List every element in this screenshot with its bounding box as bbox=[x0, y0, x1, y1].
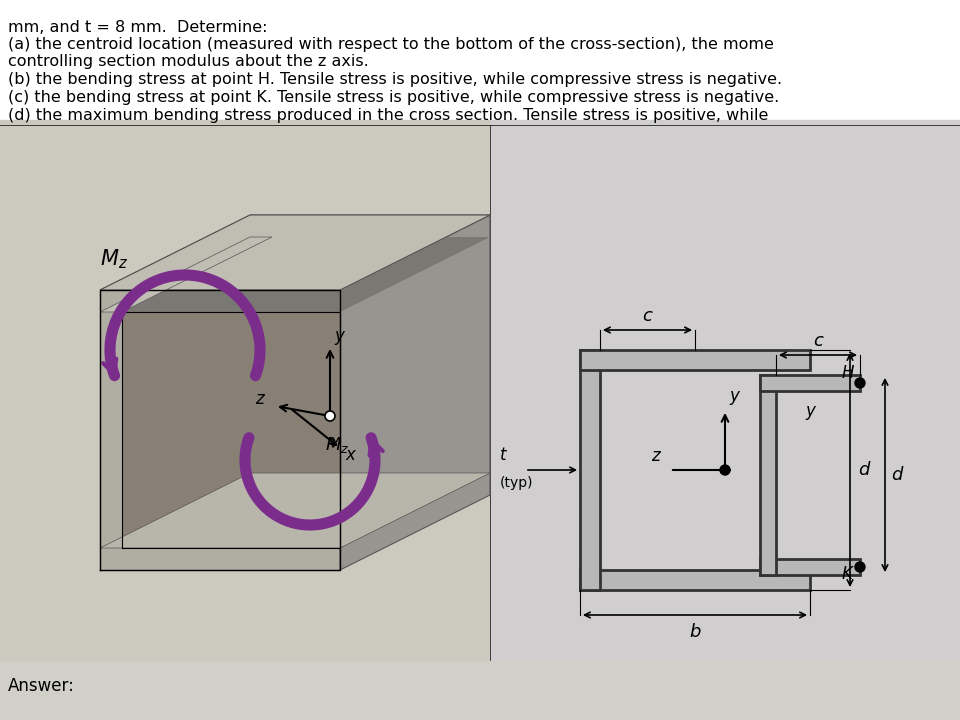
Polygon shape bbox=[100, 215, 490, 290]
Text: x: x bbox=[345, 446, 355, 464]
Text: y: y bbox=[729, 387, 739, 405]
Text: t: t bbox=[500, 446, 507, 464]
Bar bbox=[0, 0, 960, 140]
Text: $M_z$: $M_z$ bbox=[100, 247, 128, 271]
Text: c: c bbox=[642, 307, 652, 325]
Text: (typ): (typ) bbox=[500, 476, 534, 490]
Text: controlling section modulus about the z axis.: controlling section modulus about the z … bbox=[8, 54, 369, 69]
Text: Answer:: Answer: bbox=[8, 677, 75, 695]
Polygon shape bbox=[100, 290, 340, 570]
Bar bbox=[760, 375, 860, 391]
Text: d: d bbox=[891, 466, 902, 484]
Bar bbox=[0, 120, 490, 660]
Bar bbox=[760, 559, 860, 575]
Bar bbox=[580, 350, 600, 590]
Polygon shape bbox=[100, 215, 490, 290]
Text: z: z bbox=[255, 390, 264, 408]
Text: H: H bbox=[842, 364, 854, 382]
Text: y: y bbox=[805, 402, 815, 420]
Polygon shape bbox=[100, 237, 272, 312]
Circle shape bbox=[855, 562, 865, 572]
Bar bbox=[580, 570, 810, 590]
Text: (c) the bending stress at point K. Tensile stress is positive, while compressive: (c) the bending stress at point K. Tensi… bbox=[8, 90, 780, 105]
Circle shape bbox=[855, 378, 865, 388]
Text: d: d bbox=[858, 461, 870, 479]
Bar bbox=[760, 375, 776, 575]
Polygon shape bbox=[122, 237, 490, 312]
Text: K: K bbox=[842, 565, 852, 583]
Polygon shape bbox=[122, 473, 490, 548]
Bar bbox=[580, 350, 810, 370]
Text: (b) the bending stress at point H. Tensile stress is positive, while compressive: (b) the bending stress at point H. Tensi… bbox=[8, 72, 782, 87]
Text: (d) the maximum bending stress produced in the cross section. Tensile stress is : (d) the maximum bending stress produced … bbox=[8, 108, 768, 123]
Bar bbox=[490, 120, 960, 660]
Text: (a) the centroid location (measured with respect to the bottom of the cross-sect: (a) the centroid location (measured with… bbox=[8, 37, 774, 52]
Text: b: b bbox=[689, 623, 701, 641]
Circle shape bbox=[325, 411, 335, 421]
Polygon shape bbox=[272, 237, 490, 473]
Text: z: z bbox=[651, 447, 660, 465]
Circle shape bbox=[720, 465, 730, 475]
Polygon shape bbox=[100, 473, 490, 548]
Text: mm, and t = 8 mm.  Determine:: mm, and t = 8 mm. Determine: bbox=[8, 20, 268, 35]
Polygon shape bbox=[340, 215, 490, 570]
Text: c: c bbox=[813, 332, 823, 350]
Polygon shape bbox=[122, 312, 340, 548]
Text: y: y bbox=[334, 327, 344, 345]
Text: $M_z$: $M_z$ bbox=[325, 435, 349, 455]
